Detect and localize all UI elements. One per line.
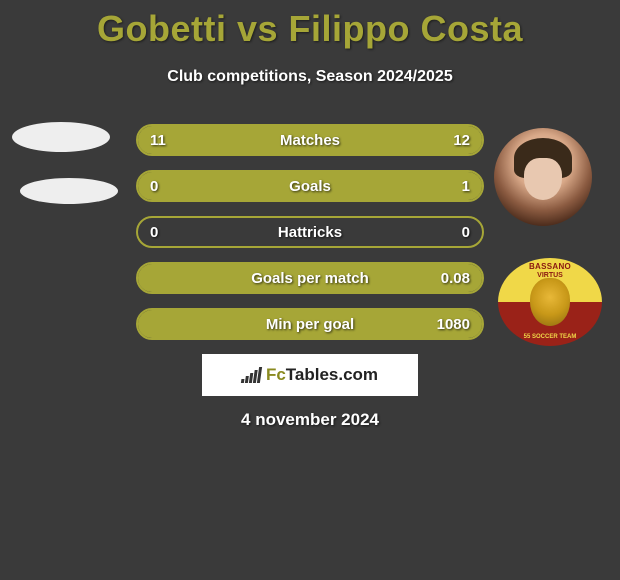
- badge-text-top: BASSANO: [498, 262, 602, 271]
- stat-label: Goals: [138, 178, 482, 195]
- stat-row: 0Goals1: [136, 170, 484, 202]
- player-left-avatar: [12, 122, 110, 152]
- stat-row: Goals per match0.08: [136, 262, 484, 294]
- date-label: 4 november 2024: [0, 410, 620, 430]
- stat-value-right: 0.08: [441, 270, 470, 287]
- stat-value-right: 1: [462, 178, 470, 195]
- player-right-avatar: [494, 128, 592, 226]
- brand-prefix: Fc: [266, 365, 286, 384]
- stat-label: Min per goal: [138, 316, 482, 333]
- stat-label: Hattricks: [138, 224, 482, 241]
- stat-row: 11Matches12: [136, 124, 484, 156]
- stat-row: Min per goal1080: [136, 308, 484, 340]
- stats-card: Gobetti vs Filippo Costa Club competitio…: [0, 0, 620, 580]
- stat-value-right: 0: [462, 224, 470, 241]
- page-subtitle: Club competitions, Season 2024/2025: [0, 68, 620, 86]
- brand-suffix: Tables.com: [286, 365, 378, 384]
- stat-value-right: 12: [453, 132, 470, 149]
- stat-label: Matches: [138, 132, 482, 149]
- team-right-badge: BASSANO VIRTUS 55 SOCCER TEAM: [498, 258, 602, 346]
- stat-value-right: 1080: [437, 316, 470, 333]
- page-title: Gobetti vs Filippo Costa: [0, 0, 620, 50]
- team-left-badge: [20, 178, 118, 204]
- brand-text: FcTables.com: [266, 365, 378, 385]
- brand-logo: FcTables.com: [202, 354, 418, 396]
- bars-icon: [241, 367, 262, 383]
- badge-text-bot: 55 SOCCER TEAM: [498, 334, 602, 340]
- lion-icon: [530, 278, 570, 326]
- stat-label: Goals per match: [138, 270, 482, 287]
- stat-row: 0Hattricks0: [136, 216, 484, 248]
- stats-list: 11Matches120Goals10Hattricks0Goals per m…: [136, 124, 484, 354]
